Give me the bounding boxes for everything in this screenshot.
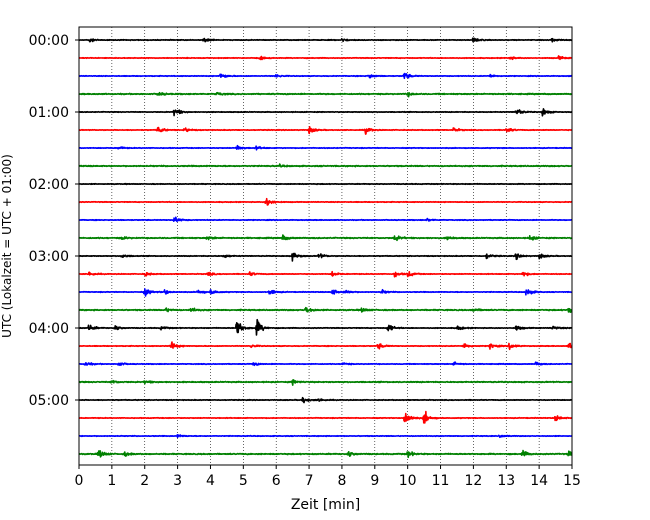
y-tick-label: 02:00 [29,177,69,193]
x-tick-label: 15 [563,473,581,489]
x-tick-label: 4 [206,473,215,489]
y-tick-label: 03:00 [29,249,69,265]
x-tick-label: 9 [370,473,379,489]
trace-line [78,306,573,314]
trace-line [78,318,573,336]
x-tick-label: 7 [305,473,314,489]
x-tick-label: 13 [497,473,515,489]
trace-line [78,216,573,223]
x-tick-label: 2 [140,473,149,489]
x-tick-label: 8 [337,473,346,489]
x-tick-label: 11 [432,473,450,489]
ticks: 0 1 2 3 4 5 6 7 8 9 10 11 12 13 14 1500:0001:0002:0003:… [29,33,581,489]
x-tick-label: 3 [173,473,182,489]
trace-line [78,270,573,278]
x-tick-label: 0 [75,473,84,489]
traces [78,37,573,459]
y-axis-title: UTC (Lokalzeit = UTC + 01:00) [0,154,14,338]
trace-line [78,197,573,206]
trace-line [78,234,573,242]
x-tick-label: 12 [464,473,482,489]
trace-line [78,108,573,117]
x-axis-title: Zeit [min] [291,497,360,513]
trace-line [78,379,573,386]
trace-line [78,396,573,404]
trace-line [78,182,573,186]
trace-line [78,163,573,168]
trace-line [78,449,573,459]
trace-line [78,288,573,297]
grid [111,27,540,465]
y-tick-label: 00:00 [29,33,69,49]
trace-line [78,144,573,151]
x-tick-label: 6 [272,473,281,489]
plot-frame [78,26,573,466]
trace-line [78,126,573,135]
y-tick-label: 01:00 [29,105,69,121]
y-tick-label: 05:00 [29,393,69,409]
trace-line [78,55,573,61]
trace-line [78,410,573,424]
x-tick-label: 14 [530,473,548,489]
trace-line [78,37,573,43]
trace-line [78,252,573,262]
trace-line [78,341,573,351]
trace-line [78,361,573,367]
trace-line [78,91,573,98]
trace-line [78,434,573,439]
y-tick-label: 04:00 [29,321,69,337]
x-tick-label: 5 [239,473,248,489]
trace-line [78,72,573,80]
x-tick-label: 1 [107,473,116,489]
x-tick-label: 10 [399,473,417,489]
